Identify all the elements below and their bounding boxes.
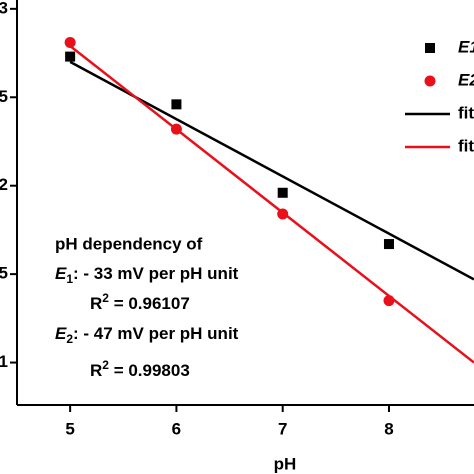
- y-tick-label: 0.15: [0, 264, 8, 283]
- text: = 0.99803: [109, 361, 190, 380]
- text: = 0.96107: [109, 294, 190, 313]
- point: [277, 187, 288, 198]
- y-tick-label: 0.3: [0, 0, 8, 17]
- annotation-line: E2: - 47 mV per pH unit: [55, 324, 239, 346]
- legend-marker: [425, 43, 435, 53]
- sup: 2: [102, 358, 109, 372]
- var: R: [90, 294, 102, 313]
- y-tick-label: 0.1: [0, 352, 8, 371]
- var: E: [55, 324, 67, 343]
- legend-marker: [424, 75, 436, 87]
- annotation-line: E1: - 33 mV per pH unit: [55, 264, 239, 286]
- annotation-title: pH dependency of: [55, 234, 203, 253]
- annotation: pH dependency of E1: - 33 mV per pH unit…: [55, 234, 239, 380]
- annotation-line: R2 = 0.99803: [90, 358, 190, 380]
- legend-label: fit: [458, 103, 474, 122]
- point: [65, 51, 76, 62]
- y-tick-label: 0.25: [0, 87, 8, 106]
- point: [64, 36, 76, 48]
- text: : - 47 mV per pH unit: [73, 324, 239, 343]
- y-tick-label: 0.2: [0, 175, 8, 194]
- annotation-line: R2 = 0.96107: [90, 291, 190, 313]
- sub: 1: [66, 272, 73, 286]
- sub: 2: [66, 332, 73, 346]
- legend-label: E2: [458, 70, 474, 89]
- sup: 2: [102, 291, 109, 305]
- var: E: [55, 264, 67, 283]
- legend-label: E1: [458, 37, 474, 56]
- point: [383, 239, 394, 250]
- legend-label: fit: [458, 136, 474, 155]
- text: : - 33 mV per pH unit: [73, 264, 239, 283]
- x-tick-label: 7: [278, 419, 287, 438]
- x-axis-label: pH: [274, 454, 297, 473]
- var: R: [90, 361, 102, 380]
- point: [171, 99, 182, 110]
- x-tick-label: 6: [172, 419, 181, 438]
- fit-line: [69, 44, 474, 364]
- x-tick-label: 5: [65, 419, 74, 438]
- x-tick-label: 8: [384, 419, 393, 438]
